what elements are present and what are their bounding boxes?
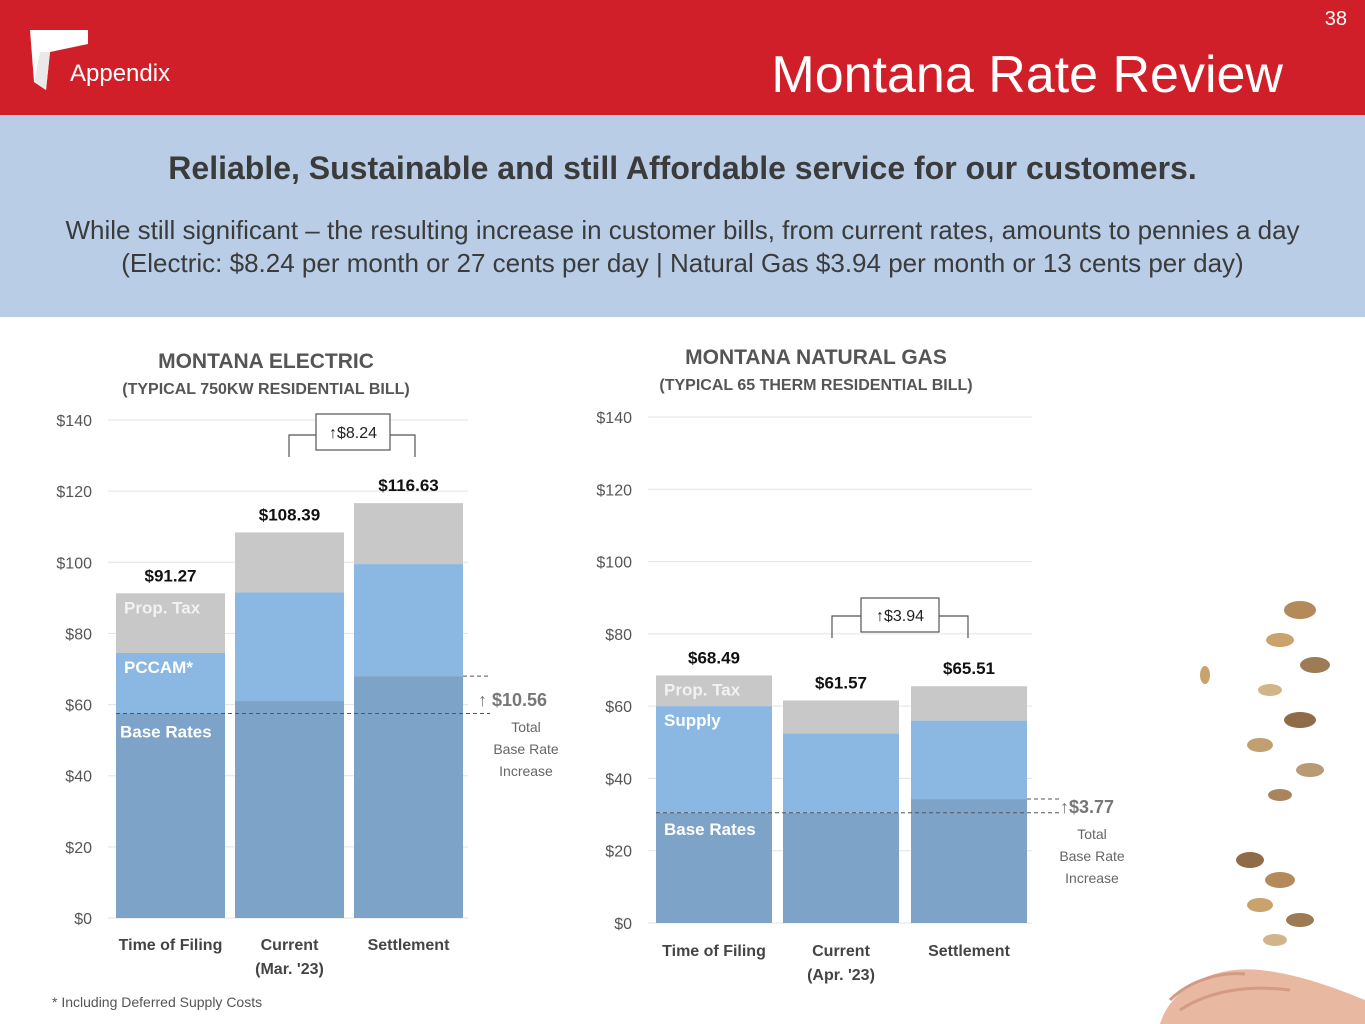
y-tick-label: $80 [65,626,92,643]
bar-segment-supply [783,733,899,813]
y-tick-label: $60 [65,698,92,715]
bar-total-label: $68.49 [688,648,740,667]
series-label: Base Rates [120,722,212,741]
bar-segment-supply [656,706,772,813]
coins-and-hand-illustration [1160,601,1365,1024]
bar-segment-supply [911,720,1027,800]
category-label: Current [261,937,319,954]
category-label: Settlement [928,943,1010,960]
base-rate-increase-label: Total [511,719,541,735]
y-tick-label: $0 [74,911,92,928]
bar-segment-prop-tax [116,593,225,653]
y-tick-label: $40 [65,769,92,786]
page-title: Montana Rate Review [771,46,1283,104]
increase-bracket: ↑$3.94 [831,597,969,638]
bar-segment-prop-tax [783,700,899,734]
bar-total-label: $61.57 [815,673,867,692]
bar-total-label: $116.63 [378,476,439,495]
banner-line-1: While still significant – the resulting … [65,215,1300,245]
section-label: Appendix [70,60,171,87]
y-tick-label: $20 [65,840,92,857]
base-rate-increase-value: ↑ $10.56 [478,690,547,710]
y-tick-label: $60 [605,699,632,716]
series-label: Prop. Tax [124,598,201,617]
bracket-line [390,434,416,457]
y-tick-label: $100 [596,555,632,572]
series-label: Supply [664,711,721,730]
base-rate-increase-label: Increase [499,763,553,779]
y-tick-label: $0 [614,916,632,933]
bar-segment-prop-tax [235,532,344,593]
category-label: Time of Filing [119,937,223,954]
y-tick-label: $20 [605,844,632,861]
category-label: (Mar. '23) [255,961,324,978]
bar-total-label: $108.39 [259,505,320,524]
bracket-line [831,615,861,638]
y-tick-label: $80 [605,627,632,644]
category-label: Settlement [368,937,450,954]
chart-subtitle: (TYPICAL 750KW RESIDENTIAL BILL) [122,381,409,398]
y-tick-label: $120 [596,482,632,499]
bar-segment-pccam [235,592,344,702]
banner-headline: Reliable, Sustainable and still Affordab… [168,150,1197,186]
bar-segment-base-rates [235,701,344,918]
base-rate-increase-value: ↑$3.77 [1060,797,1114,817]
series-label: Prop. Tax [664,680,741,699]
chart-subtitle: (TYPICAL 65 THERM RESIDENTIAL BILL) [659,377,972,394]
chart-title: MONTANA NATURAL GAS [685,346,947,369]
base-rate-increase-label: Increase [1065,870,1119,886]
bar-segment-base-rates [911,799,1027,923]
falling-coins-icon [1200,601,1330,946]
bracket-line [939,615,969,638]
bar-total-label: $65.51 [943,659,995,678]
series-label: Base Rates [664,820,756,839]
bar-segment-pccam [116,652,225,714]
bracket-box [315,413,391,451]
bracket-line [288,434,316,457]
bar-segment-base-rates [783,812,899,923]
category-label: (Apr. '23) [807,967,875,984]
open-hand-icon [1160,969,1365,1024]
base-rate-increase-label: Base Rate [1059,848,1125,864]
bar-segment-base-rates [116,713,225,918]
bracket-box [860,597,940,633]
category-label: Current [812,943,870,960]
bar-segment-prop-tax [656,675,772,707]
y-tick-label: $40 [605,771,632,788]
base-rate-increase-label: Total [1077,826,1107,842]
bar-segment-base-rates [656,812,772,923]
company-logo-icon [30,30,88,90]
gas-chart: MONTANA NATURAL GAS (TYPICAL 65 THERM RES… [596,346,1125,984]
bar-segment-base-rates [354,676,463,918]
bracket-label: ↑$8.24 [329,425,377,442]
category-label: Time of Filing [662,943,766,960]
footnote: * Including Deferred Supply Costs [52,994,263,1010]
bar-segment-prop-tax [911,686,1027,721]
header-bar [0,0,1365,115]
bar-total-label: $91.27 [145,566,197,585]
electric-chart: MONTANA ELECTRIC (TYPICAL 750KW RESIDENTI… [56,350,559,978]
base-rate-increase-label: Base Rate [493,741,559,757]
banner-subtext: While still significant – the resulting … [0,214,1365,280]
y-tick-label: $120 [56,484,92,501]
bracket-label: ↑$3.94 [876,608,924,625]
y-tick-label: $100 [56,555,92,572]
page-number: 38 [1324,8,1347,30]
increase-bracket: ↑$8.24 [288,413,416,457]
y-tick-label: $140 [56,413,92,430]
y-tick-label: $140 [596,410,632,427]
summary-banner [0,115,1365,317]
series-label: PCCAM* [124,658,193,677]
chart-title: MONTANA ELECTRIC [158,350,374,373]
bar-segment-pccam [354,564,463,677]
banner-line-2: (Electric: $8.24 per month or 27 cents p… [121,248,1244,278]
bar-segment-prop-tax [354,503,463,565]
